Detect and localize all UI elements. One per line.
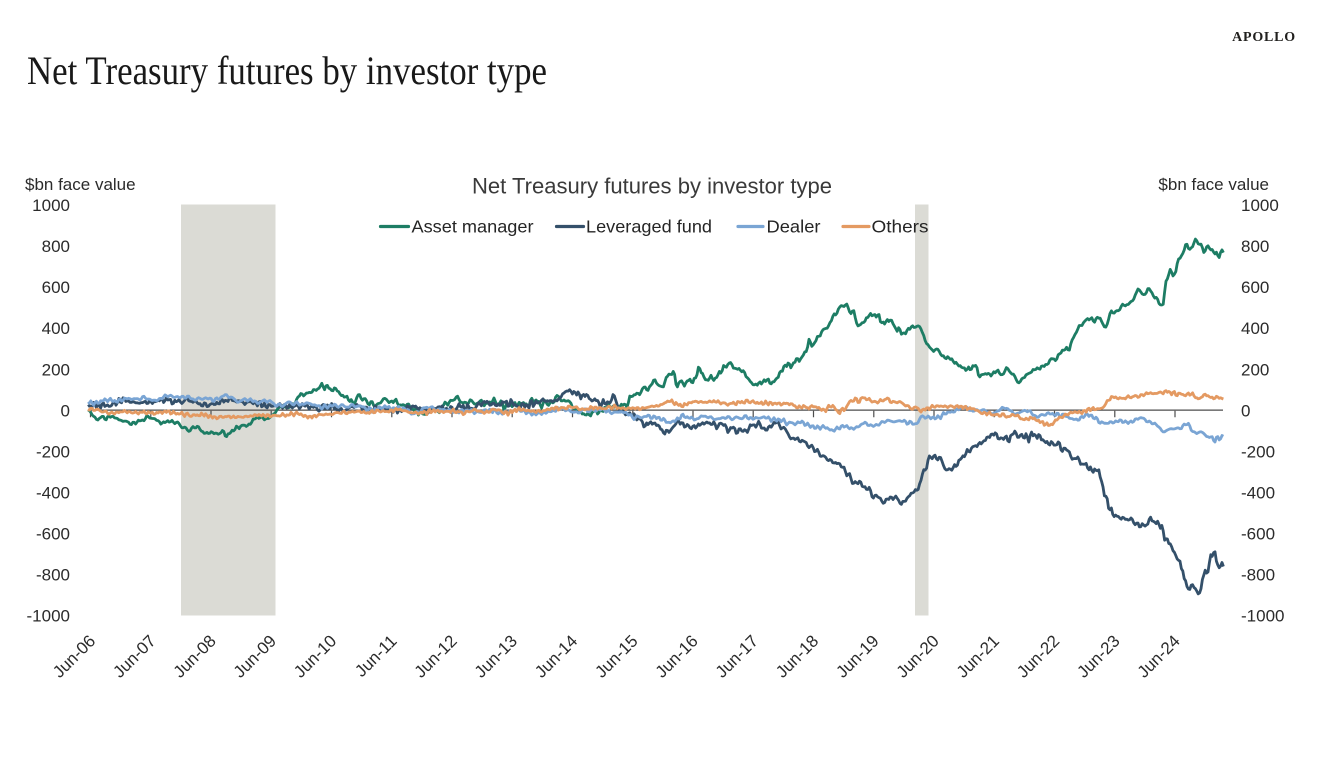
svg-text:600: 600 — [1241, 278, 1269, 297]
svg-text:-200: -200 — [36, 442, 70, 461]
svg-text:Net Treasury futures by invest: Net Treasury futures by investor type — [472, 174, 832, 199]
svg-text:-200: -200 — [1241, 442, 1275, 461]
svg-text:Asset manager: Asset manager — [412, 217, 534, 237]
svg-text:APOLLO: APOLLO — [1232, 30, 1296, 45]
svg-text:-600: -600 — [36, 524, 70, 543]
svg-text:1000: 1000 — [1241, 196, 1279, 215]
svg-text:1000: 1000 — [32, 196, 70, 215]
svg-text:800: 800 — [1241, 237, 1269, 256]
svg-text:Net Treasury futures by invest: Net Treasury futures by investor type — [27, 48, 547, 93]
svg-text:-1000: -1000 — [27, 607, 70, 626]
svg-text:400: 400 — [1241, 319, 1269, 338]
svg-text:-600: -600 — [1241, 524, 1275, 543]
svg-text:0: 0 — [61, 401, 70, 420]
svg-text:-1000: -1000 — [1241, 607, 1284, 626]
svg-text:Leveraged fund: Leveraged fund — [586, 217, 712, 237]
svg-text:Dealer: Dealer — [767, 217, 821, 237]
svg-text:-800: -800 — [36, 565, 70, 584]
svg-text:-800: -800 — [1241, 565, 1275, 584]
svg-text:-400: -400 — [36, 483, 70, 502]
svg-text:200: 200 — [1241, 360, 1269, 379]
svg-text:200: 200 — [42, 360, 70, 379]
svg-text:Others: Others — [872, 217, 929, 237]
svg-text:$bn face value: $bn face value — [25, 175, 136, 194]
svg-text:$bn face value: $bn face value — [1158, 175, 1269, 194]
svg-text:600: 600 — [42, 278, 70, 297]
svg-text:0: 0 — [1241, 401, 1250, 420]
svg-text:-400: -400 — [1241, 483, 1275, 502]
svg-text:800: 800 — [42, 237, 70, 256]
svg-text:400: 400 — [42, 319, 70, 338]
